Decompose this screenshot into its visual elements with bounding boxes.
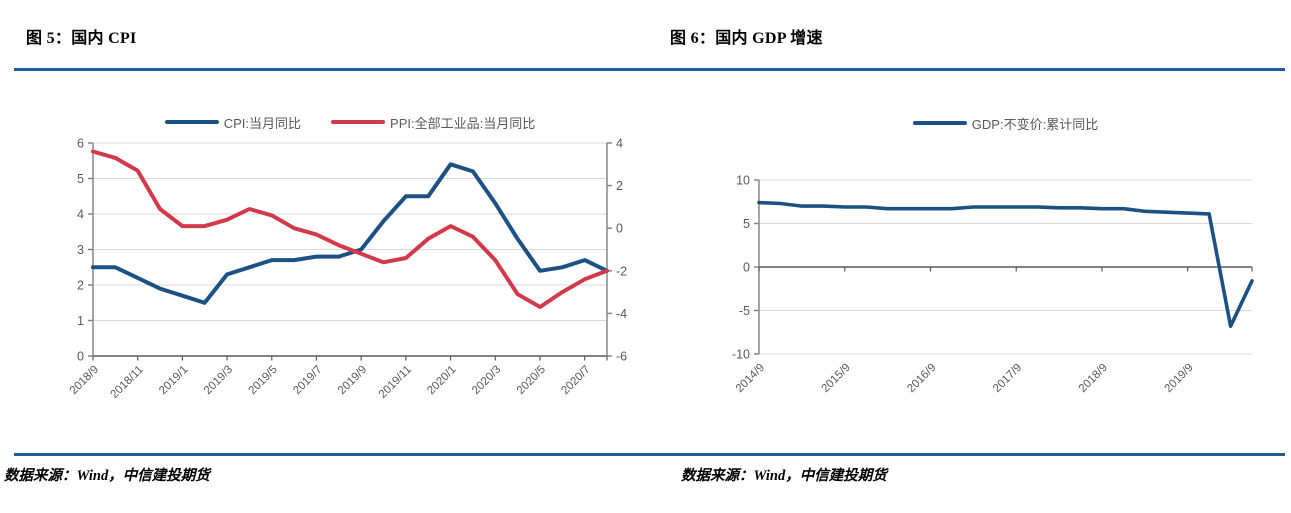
y-tick-label: -4 — [616, 307, 627, 321]
legend-item: CPI:当月同比 — [164, 113, 302, 132]
y-tick-label: -5 — [739, 304, 750, 318]
x-tick-label: 2018/9 — [68, 364, 101, 397]
x-tick-label: 2020/3 — [470, 364, 503, 397]
y-tick-label: 5 — [77, 172, 84, 186]
figure5-title: 图 5：国内 CPI — [26, 30, 137, 47]
x-tick-label: 2019/1 — [157, 364, 190, 397]
y-tick-label: 1 — [77, 314, 84, 328]
series-line-1 — [91, 149, 609, 309]
legend-label: CPI:当月同比 — [223, 115, 302, 131]
y-tick-label: 2 — [616, 179, 623, 193]
x-tick-label: 2020/7 — [559, 364, 592, 397]
x-tick-label: 2020/5 — [515, 364, 548, 397]
legend-label: PPI:全部工业品:当月同比 — [390, 115, 536, 131]
gdp-legend: GDP:不变价:累计同比 — [759, 114, 1252, 132]
figure6-source: 数据来源：Wind，中信建投期货 — [681, 468, 887, 484]
x-tick-label: 2019/9 — [336, 364, 369, 397]
y-tick-label: 5 — [743, 217, 750, 231]
y-tick-label: 4 — [616, 137, 623, 151]
figure6-title: 图 6：国内 GDP 增速 — [670, 30, 823, 47]
x-tick-label: 2017/9 — [991, 362, 1024, 395]
x-tick-label: 2019/7 — [291, 364, 324, 397]
x-tick-label: 2016/9 — [905, 362, 938, 395]
y-tick-label: 3 — [77, 243, 84, 257]
cpi-ppi-legend: CPI:当月同比 PPI:全部工业品:当月同比 — [93, 113, 607, 131]
legend-line-sample-icon — [331, 119, 386, 125]
top-divider-rule — [14, 68, 1285, 71]
legend-line-sample-icon — [912, 120, 967, 126]
legend-label: GDP:不变价:累计同比 — [971, 116, 1099, 132]
y-tick-label: 0 — [743, 261, 750, 275]
gdp-chart: -10 -5 0 5 10 2014/9 2015/9 2016/9 2017/9 2018/9 2… — [732, 174, 1254, 395]
x-tick-label: 2018/11 — [109, 364, 146, 401]
figure5-source: 数据来源：Wind，中信建投期货 — [4, 468, 210, 484]
y-tick-label: 0 — [616, 222, 623, 236]
legend-item: PPI:全部工业品:当月同比 — [331, 113, 535, 132]
y-tick-label: 2 — [77, 279, 84, 293]
y-tick-label: 10 — [736, 174, 750, 188]
y-tick-label: -6 — [616, 350, 627, 364]
cpi-ppi-chart: 0 1 2 3 4 5 6 -6 -4 -2 0 2 4 2018/9 2018/11 2019/1 2019/… — [68, 137, 627, 401]
y-tick-label: -10 — [732, 348, 750, 362]
x-tick-label: 2015/9 — [819, 362, 852, 395]
legend-line-sample-icon — [164, 119, 219, 125]
y-tick-label: 6 — [77, 137, 84, 151]
x-tick-label: 2014/9 — [734, 362, 767, 395]
x-tick-label: 2018/9 — [1077, 362, 1110, 395]
x-tick-label: 2019/5 — [247, 364, 280, 397]
x-tick-label: 2019/3 — [202, 364, 235, 397]
series-line-0 — [91, 162, 609, 305]
bottom-divider-rule — [14, 453, 1285, 456]
x-tick-label: 2019/11 — [377, 364, 414, 401]
y-tick-label: 0 — [77, 350, 84, 364]
y-tick-label: 4 — [77, 208, 84, 222]
legend-item: GDP:不变价:累计同比 — [912, 114, 1099, 133]
x-tick-label: 2019/9 — [1162, 362, 1195, 395]
y-tick-label: -2 — [616, 264, 627, 278]
x-tick-label: 2020/1 — [425, 364, 458, 397]
series-line-0 — [757, 200, 1254, 329]
